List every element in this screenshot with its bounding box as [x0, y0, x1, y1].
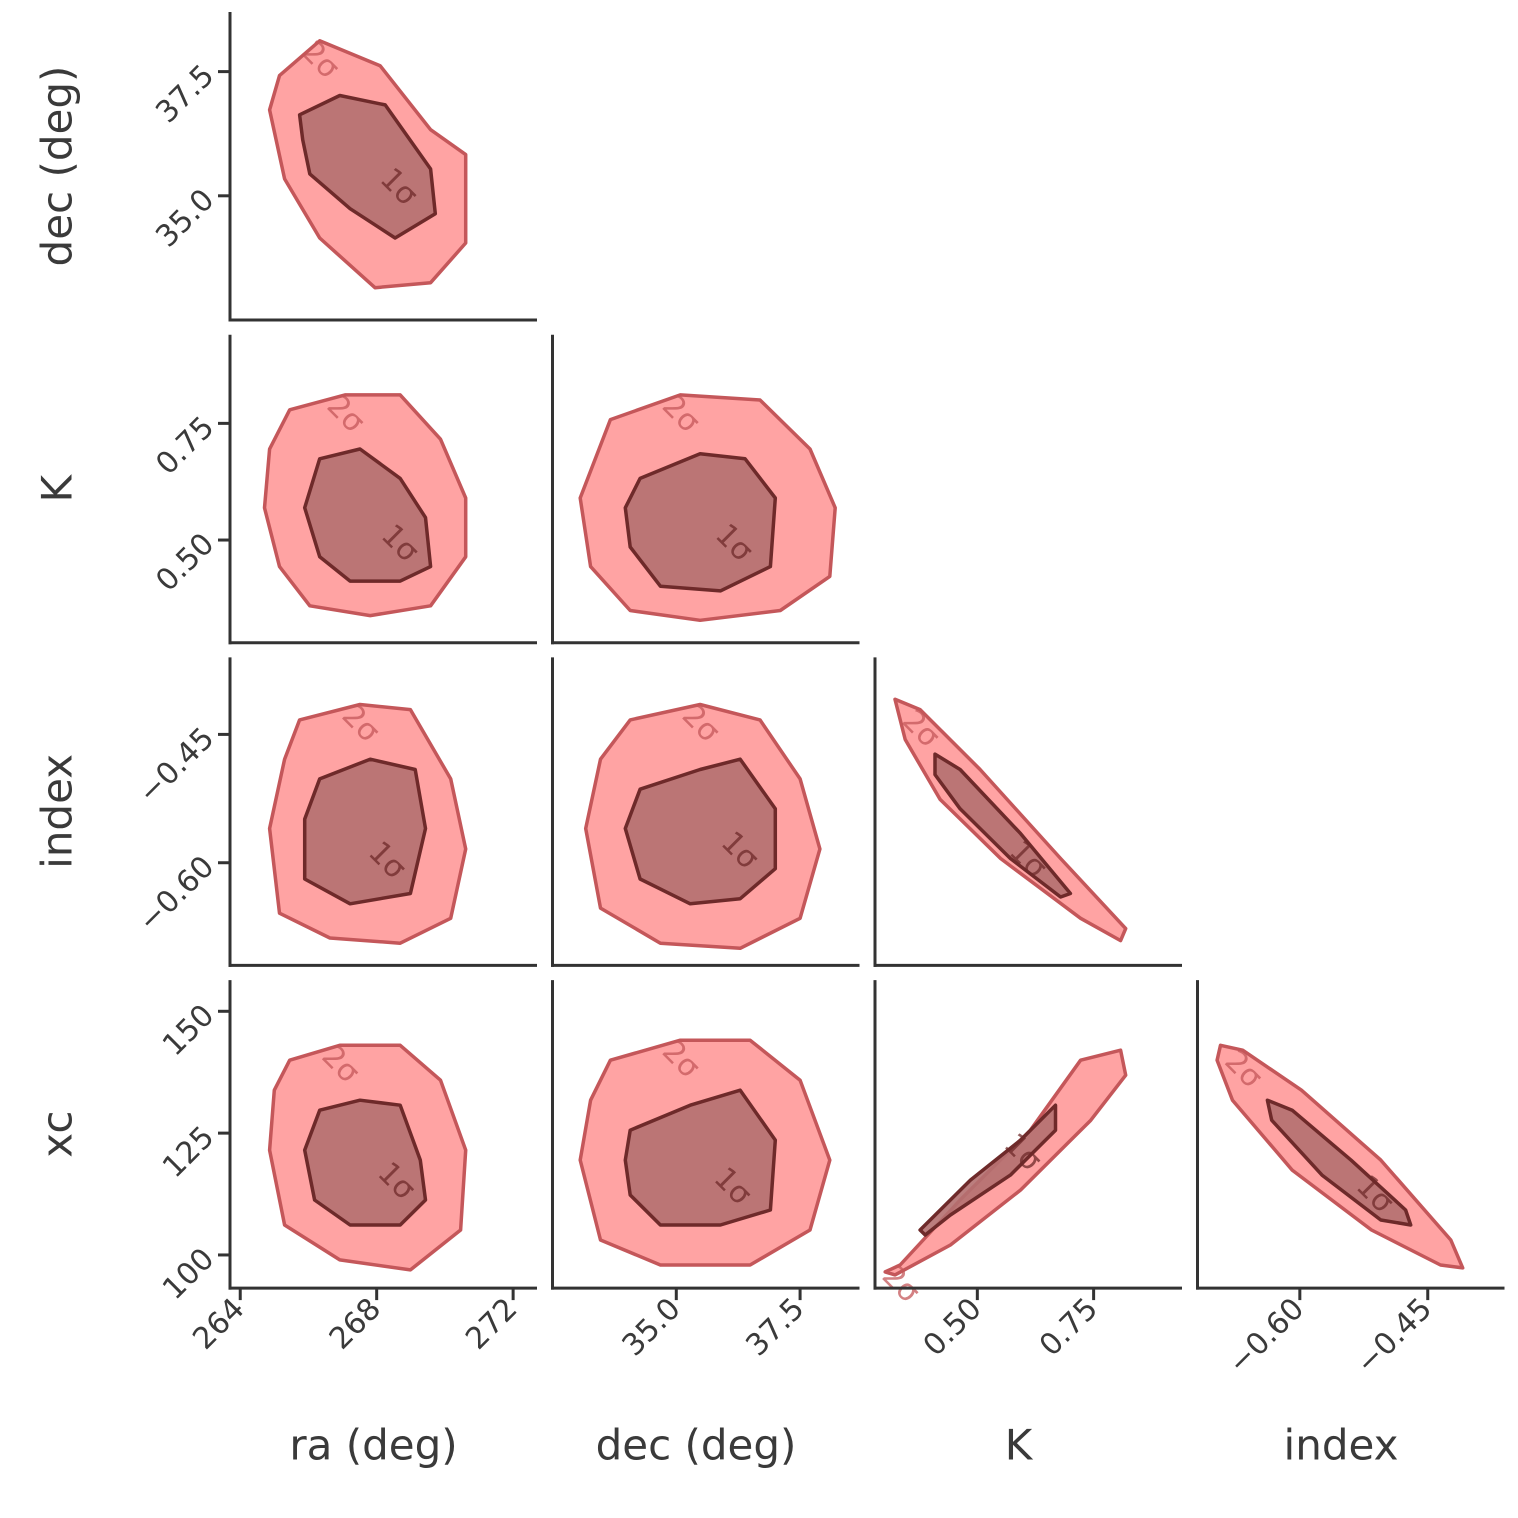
y-tick-label: 100 — [156, 1242, 221, 1307]
contour — [893, 697, 1128, 943]
contour — [302, 1098, 428, 1227]
x-tick-label: 0.75 — [1033, 1291, 1105, 1363]
y-tick-label: 125 — [156, 1120, 221, 1185]
y-tick-label: −0.45 — [132, 721, 222, 811]
x-tick-label: 0.50 — [917, 1291, 989, 1363]
y-tick-label: 0.75 — [149, 410, 221, 482]
x-axis-label: ra (deg) — [289, 1421, 457, 1470]
y-axis-label: K — [33, 473, 82, 502]
contour — [297, 93, 438, 240]
y-tick-label: −0.60 — [132, 849, 222, 939]
y-tick-label: 0.50 — [149, 527, 221, 599]
x-tick-label: 37.5 — [739, 1291, 811, 1363]
contour — [302, 447, 433, 583]
contour — [918, 1103, 1058, 1237]
contour — [623, 451, 778, 593]
contour — [302, 757, 428, 906]
x-tick-label: 268 — [323, 1291, 388, 1356]
x-tick-label: −0.45 — [1349, 1291, 1439, 1381]
contour-label: 2σ — [875, 1258, 927, 1310]
contour — [1265, 1098, 1413, 1227]
y-axis-label: xc — [33, 1110, 82, 1157]
x-tick-label: 272 — [459, 1291, 524, 1356]
contour — [623, 1088, 778, 1227]
x-axis-label: dec (deg) — [596, 1421, 797, 1470]
y-axis-label: dec (deg) — [33, 66, 82, 267]
y-tick-label: 37.5 — [149, 58, 221, 130]
x-tick-label: 35.0 — [616, 1291, 688, 1363]
x-tick-label: 264 — [186, 1291, 251, 1356]
y-axis-label: index — [33, 754, 82, 869]
x-tick-label: −0.60 — [1221, 1291, 1311, 1381]
y-tick-label: 35.0 — [149, 182, 221, 254]
x-axis-label: K — [1005, 1421, 1034, 1470]
contour — [933, 752, 1073, 899]
x-axis-label: index — [1284, 1421, 1399, 1470]
y-tick-label: 150 — [156, 998, 221, 1063]
contour — [623, 757, 778, 906]
